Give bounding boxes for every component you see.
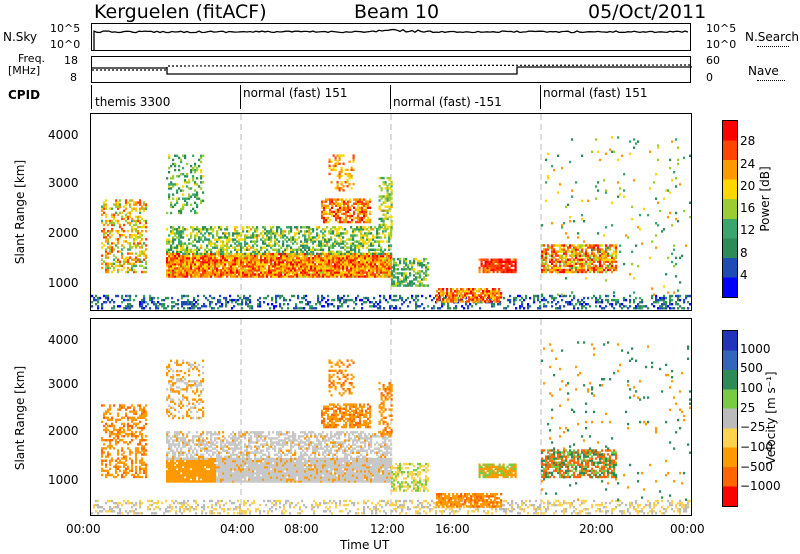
velocity-colorbar-tick: −500	[740, 459, 773, 474]
nsky-panel	[91, 23, 691, 51]
power-ytick: 2000	[48, 226, 79, 240]
velocity-ytick: 4000	[48, 333, 79, 347]
cpid-label: CPID	[8, 88, 41, 102]
velocity-ytick: 1000	[48, 473, 79, 487]
cpid-divider	[91, 85, 92, 109]
velocity-ytick: 2000	[48, 424, 79, 438]
power-ytick: 4000	[48, 128, 79, 142]
velocity-colorbar	[722, 330, 738, 507]
freq-label: Freq.	[18, 52, 46, 65]
power-heatmap	[91, 114, 691, 310]
station-title: Kerguelen (fitACF)	[94, 1, 267, 23]
cpid-divider	[540, 85, 541, 109]
power-colorbar-tick: 12	[740, 223, 756, 238]
power-colorbar-tick: 20	[740, 178, 756, 193]
velocity-colorbar-tick: −25	[740, 420, 766, 435]
freq-label-unit: [MHz]	[8, 64, 41, 77]
velocity-colorbar-tick: 500	[740, 361, 763, 376]
cpid-divider	[390, 85, 391, 109]
power-colorbar-tick: 16	[740, 201, 756, 215]
power-colorbar-tick: 24	[740, 156, 756, 171]
velocity-heatmap	[91, 319, 691, 515]
freq-tick-top: 18	[64, 54, 78, 67]
power-panel	[90, 113, 692, 311]
power-ytick: 3000	[48, 176, 79, 190]
power-colorbar-label: Power [dB]	[758, 166, 772, 232]
cpid-divider	[240, 85, 241, 109]
nsky-label: N.Sky	[3, 30, 38, 44]
power-colorbar-tick: 4	[740, 267, 748, 282]
velocity-colorbar-tick: 100	[740, 381, 763, 395]
nsearch-tick-bottom: 10^0	[706, 38, 737, 51]
cpid-segment: normal (fast) -151	[393, 95, 502, 109]
freq-panel	[91, 56, 692, 83]
velocity-colorbar-tick: 25	[740, 400, 756, 415]
velocity-panel	[90, 318, 692, 516]
nsky-trace	[93, 28, 689, 50]
cpid-segment: normal (fast) 151	[543, 86, 648, 100]
power-ytick: 1000	[48, 276, 79, 290]
nsearch-legend-line	[757, 46, 789, 47]
cpid-segment: themis 3300	[95, 95, 171, 109]
freq-trace	[92, 64, 692, 75]
nave-label: Nave	[748, 64, 779, 78]
velocity-colorbar-tick: 1000	[740, 341, 771, 356]
power-ylabel: Slant Range [km]	[13, 159, 27, 265]
freq-tick-bottom: 8	[70, 71, 77, 84]
nave-tick-bottom: 0	[706, 71, 713, 84]
cpid-segment: normal (fast) 151	[243, 86, 348, 100]
velocity-ytick: 3000	[48, 377, 79, 391]
date-title: 05/Oct/2011	[588, 1, 707, 23]
power-colorbar-tick: 28	[740, 134, 756, 149]
power-colorbar-tick: 8	[740, 245, 748, 260]
nsky-tick-top: 10^5	[50, 22, 81, 35]
beam-title: Beam 10	[354, 1, 440, 23]
velocity-colorbar-tick: −1000	[740, 479, 781, 494]
nsky-tick-bottom: 10^0	[50, 38, 81, 51]
nave-tick-top: 60	[706, 54, 720, 67]
velocity-ylabel: Slant Range [km]	[13, 365, 27, 471]
power-colorbar	[722, 120, 738, 298]
nave-legend-line	[757, 80, 785, 81]
velocity-colorbar-tick: −100	[740, 440, 773, 454]
nsearch-label: N.Search	[745, 30, 800, 44]
nsearch-tick-top: 10^5	[706, 22, 737, 35]
x-axis-label: Time UT	[340, 538, 390, 552]
